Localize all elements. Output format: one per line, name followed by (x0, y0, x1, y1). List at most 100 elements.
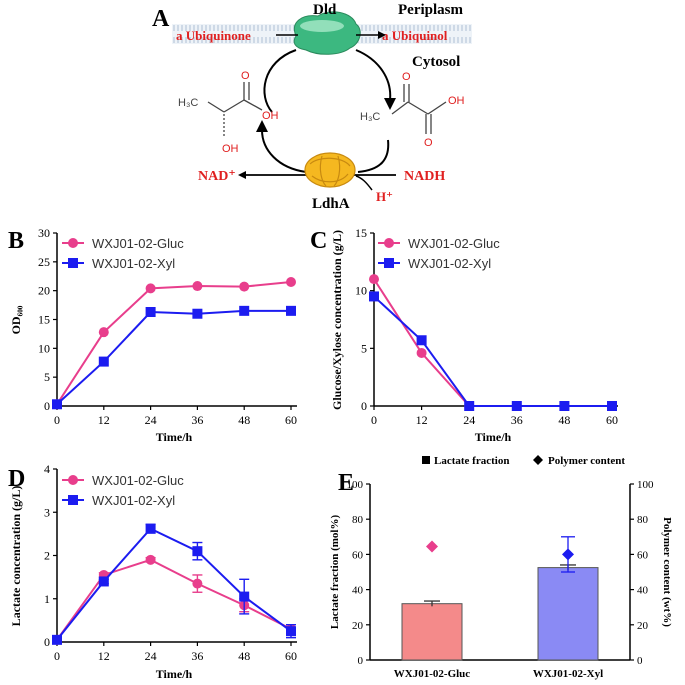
y-tick-label-left: 0 (358, 655, 364, 667)
legend-marker-gluc (68, 475, 78, 485)
panel-a-label: A (152, 6, 170, 32)
series-line-gluc (373, 278, 612, 407)
x-tick-label: 24 (145, 413, 157, 427)
category-label: WXJ01-02-Xyl (533, 668, 603, 680)
data-point-xyl (192, 308, 203, 319)
y-tick-label: 10 (355, 284, 367, 298)
data-point-xyl (607, 401, 617, 411)
y-axis-label: OD₆₀₀ (9, 305, 23, 334)
legend-label-polymer: Polymer content (548, 455, 625, 467)
series-line-xyl (56, 309, 291, 406)
data-point-xyl (416, 335, 427, 346)
x-tick-label: 48 (238, 413, 250, 427)
y-tick-label: 15 (355, 226, 367, 240)
lactate-h3c: H₃C (178, 97, 198, 109)
panel-label: B (8, 228, 24, 254)
ubiquinol-label: a Ubiquinol (382, 28, 448, 43)
legend-marker-gluc (384, 238, 394, 248)
x-tick-label: 12 (416, 413, 428, 427)
data-point-xyl (464, 401, 475, 411)
x-tick-label: 60 (285, 649, 297, 663)
membrane-arrowhead (378, 31, 386, 39)
cycle-arrowhead-left (256, 120, 268, 132)
data-point-xyl (145, 307, 156, 318)
y-tick-label-left: 80 (352, 514, 364, 526)
x-tick-label: 12 (98, 649, 110, 663)
panel-b-chart: 0 5 10 15 20 25 30 0 12 24 36 48 60 Time/h OD₆₀₀ B WXJ01… (8, 226, 297, 444)
legend-label-lactate: Lactate fraction (434, 455, 509, 467)
y-tick-label-right: 0 (637, 655, 643, 667)
polymer-point-gluc (426, 540, 438, 553)
bar-xyl (537, 567, 599, 661)
data-point-gluc (192, 281, 203, 292)
data-point-gluc (145, 554, 156, 565)
y-tick-label: 1 (44, 592, 50, 606)
data-point-xyl (145, 523, 156, 534)
y-tick-label-right: 80 (637, 514, 649, 526)
y-tick-label: 5 (44, 370, 50, 384)
x-axis-label: Time/h (156, 430, 193, 444)
y-tick-label: 3 (44, 505, 50, 519)
legend-square-icon (422, 456, 430, 464)
series-line-gluc (56, 281, 292, 405)
periplasm-label: Periplasm (398, 2, 463, 18)
legend-label: WXJ01-02-Xyl (92, 493, 175, 508)
data-point-xyl (511, 401, 522, 411)
data-point-xyl (559, 401, 570, 411)
legend-marker-gluc (68, 238, 78, 248)
y-tick-label: 5 (361, 341, 367, 355)
x-tick-label: 0 (54, 413, 60, 427)
h-label: H⁺ (376, 189, 393, 204)
y-tick-label: 30 (38, 226, 50, 240)
y-tick-label-left: 100 (347, 479, 364, 491)
y-tick-label-left: 20 (352, 620, 364, 632)
lactate-oh-2: OH (222, 143, 239, 155)
x-tick-label: 36 (191, 649, 203, 663)
dld-enzyme-icon (293, 11, 361, 55)
bar-gluc (401, 603, 463, 661)
data-point-xyl (286, 626, 296, 637)
x-tick-label: 36 (511, 413, 523, 427)
cycle-arc-left-bottom (261, 129, 307, 173)
x-tick-label: 0 (371, 413, 377, 427)
y-axis-label-right: Polymer content (wt%) (661, 517, 673, 627)
y-tick-label: 0 (44, 635, 50, 649)
x-tick-label: 36 (191, 413, 203, 427)
data-point-gluc (145, 283, 156, 294)
data-point-xyl (369, 291, 379, 302)
y-tick-label-left: 60 (352, 549, 364, 561)
data-point-xyl (192, 546, 203, 557)
series-line-xyl (56, 527, 292, 641)
series-line-gluc (56, 558, 292, 641)
data-point-xyl (239, 305, 250, 316)
data-point-gluc (192, 578, 203, 589)
x-tick-label: 24 (463, 413, 475, 427)
panel-label: D (8, 466, 25, 492)
dld-label: Dld (313, 2, 337, 18)
panel-a: A Dld Periplasm a Ubiquinone a Ubiquinol… (152, 2, 472, 212)
ubiquinone-label: a Ubiquinone (176, 28, 251, 43)
lactate-oh: OH (262, 110, 279, 122)
x-tick-label: 60 (606, 413, 618, 427)
y-tick-label-right: 20 (637, 620, 649, 632)
x-axis-label: Time/h (156, 667, 193, 681)
data-point-xyl (239, 591, 250, 602)
nad-label: NAD⁺ (198, 169, 236, 184)
lactate-o: O (241, 70, 250, 82)
cytosol-label: Cytosol (412, 54, 460, 70)
x-axis-label: Time/h (475, 430, 512, 444)
data-point-gluc (369, 274, 379, 285)
cycle-arrowhead-right (384, 98, 396, 110)
panel-c-chart: 0 5 10 15 0 12 24 36 48 60 Time/h Glucose/Xylose co… (310, 226, 618, 444)
cycle-arc-right-top (355, 49, 392, 101)
x-tick-label: 48 (238, 649, 250, 663)
nadh-label: NADH (404, 169, 445, 184)
y-tick-label: 2 (44, 549, 50, 563)
y-tick-label: 0 (361, 399, 367, 413)
y-tick-label-left: 40 (352, 585, 364, 597)
nadh-arrowhead (238, 171, 246, 179)
data-point-xyl (286, 305, 296, 316)
legend-marker-xyl (384, 258, 394, 268)
legend-label: WXJ01-02-Gluc (92, 236, 184, 251)
